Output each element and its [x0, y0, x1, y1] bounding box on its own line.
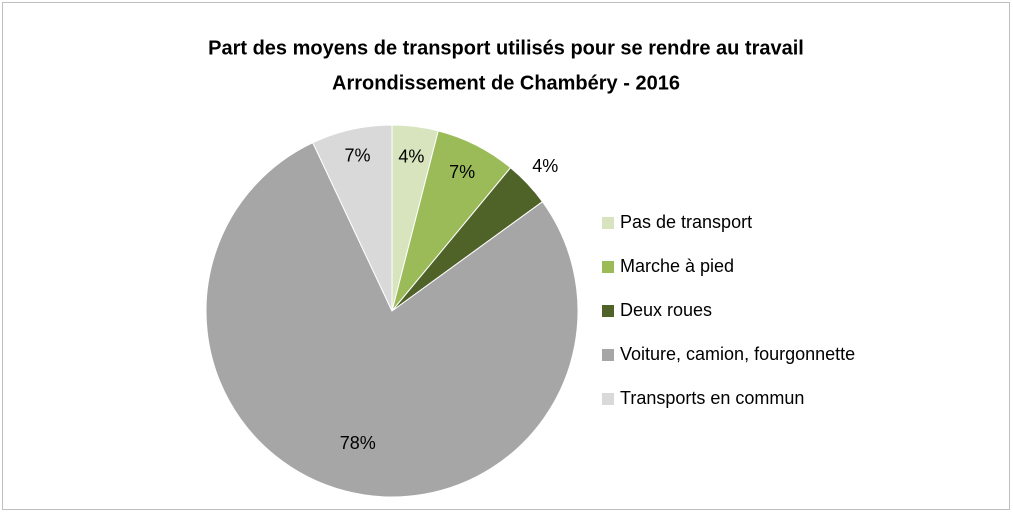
legend-label: Pas de transport [620, 212, 752, 232]
chart-subtitle: Arrondissement de Chambéry - 2016 [332, 72, 680, 94]
legend-swatch [602, 261, 614, 273]
legend-label: Marche à pied [620, 256, 734, 276]
legend-swatch [602, 349, 614, 361]
legend-swatch [602, 217, 614, 229]
legend-swatch [602, 393, 614, 405]
chart-title: Part des moyens de transport utilisés po… [208, 37, 804, 59]
legend-label: Transports en commun [620, 388, 804, 408]
pie-slice [312, 124, 393, 312]
legend-swatch [602, 305, 614, 317]
data-label: 78% [340, 433, 376, 453]
data-label: 4% [398, 147, 424, 167]
pie-slice [205, 142, 579, 498]
data-label: 7% [449, 162, 475, 182]
data-label: 4% [532, 156, 558, 176]
legend-label: Deux roues [620, 300, 712, 320]
data-label: 7% [345, 145, 371, 165]
legend-label: Voiture, camion, fourgonnette [620, 344, 855, 364]
